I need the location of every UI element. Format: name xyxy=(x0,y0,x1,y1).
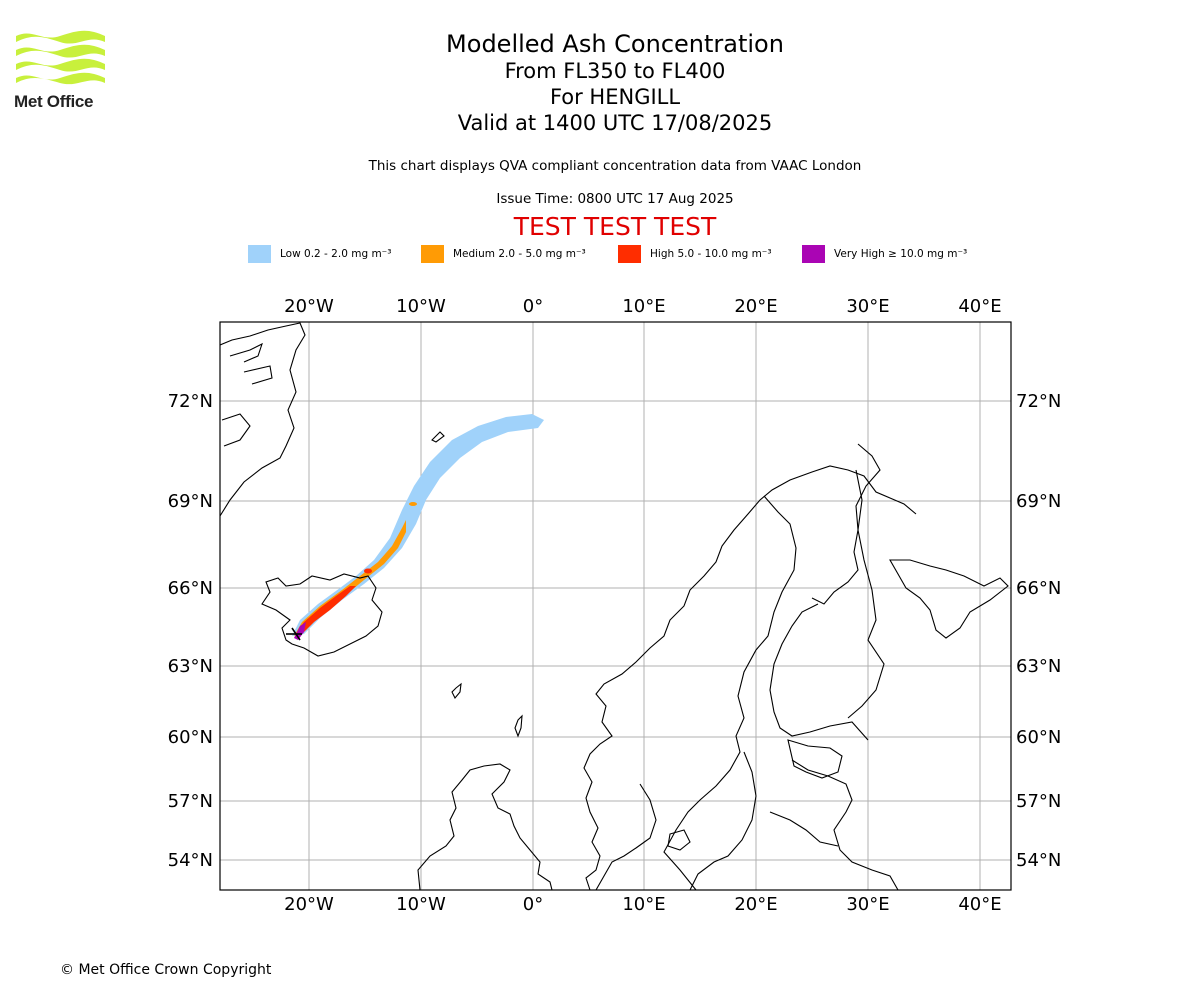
concentration-legend: Low 0.2 - 2.0 mg m⁻³ Medium 2.0 - 5.0 mg… xyxy=(248,244,1008,264)
test-banner: TEST TEST TEST xyxy=(513,212,717,241)
lat-label-right: 72°N xyxy=(1016,391,1061,412)
lon-labels-bottom: 20°W 10°W 0° 10°E 20°E 30°E 40°E xyxy=(284,894,1001,915)
sweden-border xyxy=(663,495,797,890)
lat-label-left: 63°N xyxy=(168,656,213,677)
lon-label-top: 10°E xyxy=(622,296,665,317)
legend-label-low: Low 0.2 - 2.0 mg m⁻³ xyxy=(280,248,392,260)
lat-label-right: 57°N xyxy=(1016,791,1061,812)
lon-label-top: 30°E xyxy=(846,296,889,317)
lon-label-top: 0° xyxy=(523,296,543,317)
greenland-coast xyxy=(220,322,306,517)
copyright-notice: © Met Office Crown Copyright xyxy=(60,962,272,978)
lon-label-bottom: 10°W xyxy=(396,894,446,915)
legend-swatch-very-high xyxy=(802,245,825,263)
volcano-marker-icon xyxy=(286,627,302,641)
lon-label-bottom: 40°E xyxy=(958,894,1001,915)
lat-label-right: 66°N xyxy=(1016,578,1061,599)
lat-labels-right: 72°N 69°N 66°N 63°N 60°N 57°N 54°N xyxy=(1016,391,1061,871)
lat-label-left: 60°N xyxy=(168,727,213,748)
lon-label-bottom: 20°E xyxy=(734,894,777,915)
legend-swatch-low xyxy=(248,245,271,263)
lat-label-left: 54°N xyxy=(168,850,213,871)
legend-label-medium: Medium 2.0 - 5.0 mg m⁻³ xyxy=(453,248,586,260)
lat-label-left: 57°N xyxy=(168,791,213,812)
lat-label-left: 69°N xyxy=(168,491,213,512)
lat-label-right: 54°N xyxy=(1016,850,1061,871)
lon-labels-top: 20°W 10°W 0° 10°E 20°E 30°E 40°E xyxy=(284,296,1001,317)
denmark-coast xyxy=(595,783,657,890)
legend-label-high: High 5.0 - 10.0 mg m⁻³ xyxy=(650,248,772,260)
map-gridlines xyxy=(220,322,1011,890)
lat-label-left: 72°N xyxy=(168,391,213,412)
legend-item-high: High 5.0 - 10.0 mg m⁻³ xyxy=(618,244,772,264)
chart-title-block: Modelled Ash Concentration From FL350 to… xyxy=(315,30,915,136)
ash-medium-spot xyxy=(409,502,417,506)
map-frame xyxy=(219,321,1012,891)
lon-label-bottom: 20°W xyxy=(284,894,334,915)
lon-label-top: 10°W xyxy=(396,296,446,317)
volcano-name: For HENGILL xyxy=(549,85,681,109)
norway-coast xyxy=(583,465,917,890)
ash-high-area xyxy=(296,586,356,634)
lon-label-bottom: 30°E xyxy=(846,894,889,915)
baltic-coast xyxy=(689,751,757,890)
chart-description: This chart displays QVA compliant concen… xyxy=(368,158,862,174)
flight-level-range: From FL350 to FL400 xyxy=(504,59,726,83)
lat-label-right: 63°N xyxy=(1016,656,1061,677)
lat-label-right: 69°N xyxy=(1016,491,1061,512)
met-office-wave-icon xyxy=(16,30,105,85)
bothnia-coast xyxy=(769,603,869,741)
legend-item-medium: Medium 2.0 - 5.0 mg m⁻³ xyxy=(421,244,586,264)
legend-item-low: Low 0.2 - 2.0 mg m⁻³ xyxy=(248,244,391,264)
issue-time: Issue Time: 0800 UTC 17 Aug 2025 xyxy=(496,191,734,207)
met-office-logo: Met Office xyxy=(12,28,108,112)
iceland-coast xyxy=(261,573,383,657)
lon-label-top: 20°E xyxy=(734,296,777,317)
lon-label-bottom: 0° xyxy=(523,894,543,915)
legend-label-very-high: Very High ≥ 10.0 mg m⁻³ xyxy=(834,248,968,260)
lon-label-top: 40°E xyxy=(958,296,1001,317)
lon-label-top: 20°W xyxy=(284,296,334,317)
lat-labels-left: 72°N 69°N 66°N 63°N 60°N 57°N 54°N xyxy=(168,391,213,871)
coastlines xyxy=(220,322,1009,890)
legend-swatch-high xyxy=(618,245,641,263)
kola-coast xyxy=(889,559,1009,639)
logo-text: Met Office xyxy=(14,92,94,111)
ash-high-spot xyxy=(364,568,372,574)
lat-label-right: 60°N xyxy=(1016,727,1061,748)
legend-item-very-high: Very High ≥ 10.0 mg m⁻³ xyxy=(802,244,967,264)
legend-swatch-medium xyxy=(421,245,444,263)
lat-label-left: 66°N xyxy=(168,578,213,599)
valid-time: Valid at 1400 UTC 17/08/2025 xyxy=(457,111,773,135)
uk-coast xyxy=(417,763,553,890)
chart-title: Modelled Ash Concentration xyxy=(446,30,784,58)
lon-label-bottom: 10°E xyxy=(622,894,665,915)
